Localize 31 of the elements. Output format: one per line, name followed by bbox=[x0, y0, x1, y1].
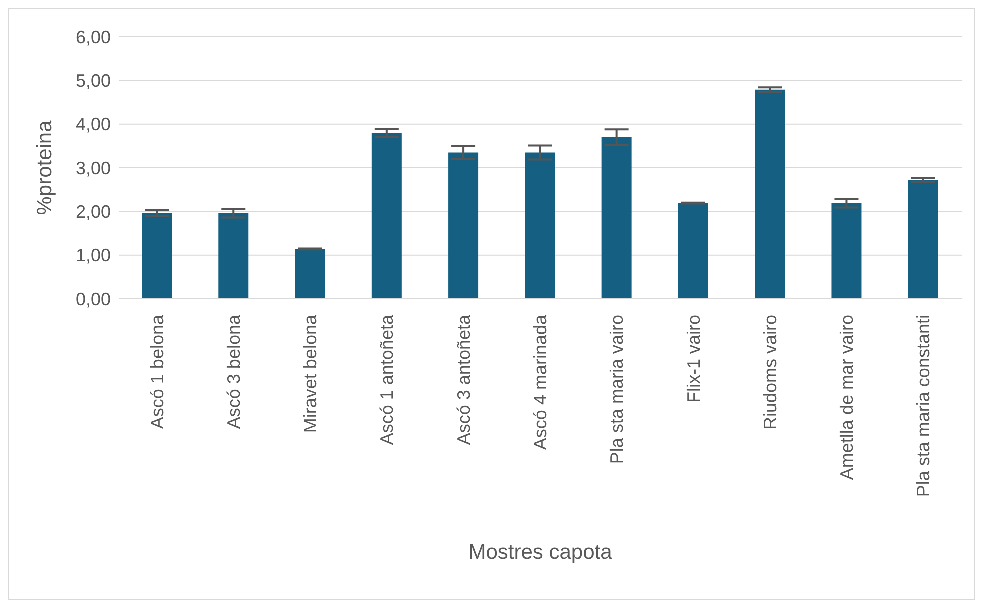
bar bbox=[142, 213, 172, 299]
bar bbox=[218, 213, 249, 299]
x-tick-label: Ascó 1 antoñeta bbox=[377, 314, 398, 446]
y-tick-label: 0,00 bbox=[76, 289, 111, 310]
y-tick-label: 2,00 bbox=[76, 202, 111, 222]
x-tick-label: Ascó 3 antoñeta bbox=[454, 314, 474, 446]
x-tick-label: Riudoms vairo bbox=[760, 315, 780, 430]
y-tick-label: 6,00 bbox=[76, 27, 111, 48]
bar bbox=[602, 137, 632, 299]
x-tick-label: Ascó 4 marinada bbox=[530, 314, 550, 450]
x-tick-label: Pla sta maria constanti bbox=[914, 315, 934, 498]
bar bbox=[755, 90, 786, 299]
x-tick-label: Pla sta maria vairo bbox=[607, 315, 628, 464]
bar bbox=[448, 152, 479, 299]
bar bbox=[678, 203, 708, 299]
y-tick-label: 1,00 bbox=[76, 246, 111, 266]
x-tick-label: Miravet belona bbox=[300, 314, 321, 434]
x-tick-label: Ascó 1 belona bbox=[147, 314, 168, 430]
x-axis-title: Mostres capota bbox=[468, 541, 613, 564]
bar bbox=[832, 203, 862, 299]
x-tick-label: Flix-1 vairo bbox=[684, 315, 704, 404]
bar bbox=[372, 133, 402, 299]
y-tick-label: 3,00 bbox=[76, 158, 111, 178]
bar bbox=[295, 249, 326, 299]
x-tick-label: Ascó 3 belona bbox=[224, 314, 244, 430]
y-axis-title: %proteina bbox=[33, 120, 56, 216]
bar bbox=[908, 180, 938, 299]
x-tick-label: Ametlla de mar vairo bbox=[837, 315, 858, 480]
bar bbox=[525, 152, 556, 299]
y-tick-label: 5,00 bbox=[76, 71, 111, 92]
y-tick-label: 4,00 bbox=[76, 114, 111, 135]
